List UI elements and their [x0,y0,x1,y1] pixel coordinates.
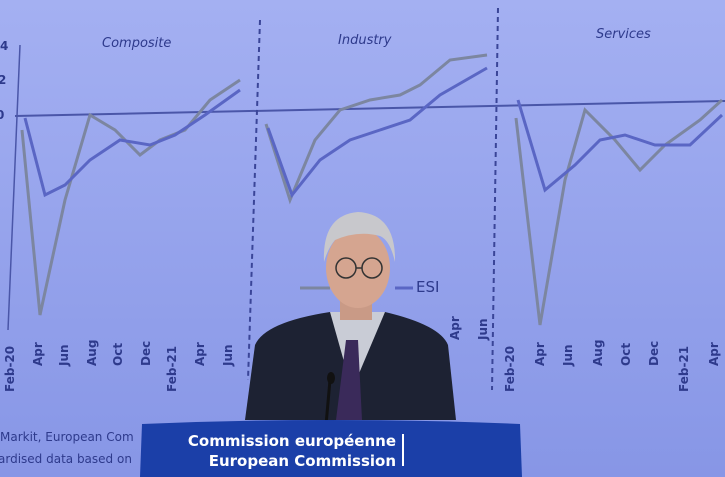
x-label: Jun [476,318,490,341]
x-label: Dec [139,341,153,366]
x-label: Oct [111,343,125,366]
y-label: 0 [0,108,4,122]
divider [247,19,261,381]
y-axis [7,44,21,331]
zero-line [14,100,725,117]
source: ardised data based on [0,452,132,466]
source: Markit, European Com [0,430,134,444]
x-label: Jun [221,344,235,367]
x-label: Apr [707,342,721,366]
panel-title: Composite [102,36,171,51]
x-label: Feb-21 [165,346,179,392]
x-label: Aug [85,340,99,366]
x-label: Apr [193,342,207,366]
x-label: Jun [57,344,71,367]
x-label: Feb-21 [677,346,691,392]
podium-text: Commission européenne [188,432,396,450]
x-labels: Feb-20 Apr Jun Aug Oct Dec Feb-21 Apr Jun Apr Jun F… [3,316,721,392]
chart-lines [20,53,724,326]
x-label: Dec [647,341,661,366]
y-label: 4 [0,39,8,53]
x-label: Jun [561,344,575,367]
divider [491,7,499,391]
podium [140,420,522,477]
x-label: Oct [619,343,633,366]
y-label: 2 [0,73,6,87]
x-label: Apr [533,342,547,366]
legend: ESI [416,278,439,296]
x-label: Feb-20 [3,346,17,392]
x-label: Apr [448,316,462,340]
panel-title: Industry [338,33,392,48]
x-label: Aug [591,340,605,366]
podium-text: European Commission [209,452,396,470]
x-label: Apr [31,342,45,366]
x-label: Feb-20 [503,346,517,392]
panel-title: Services [596,27,651,42]
speaker [245,212,456,426]
